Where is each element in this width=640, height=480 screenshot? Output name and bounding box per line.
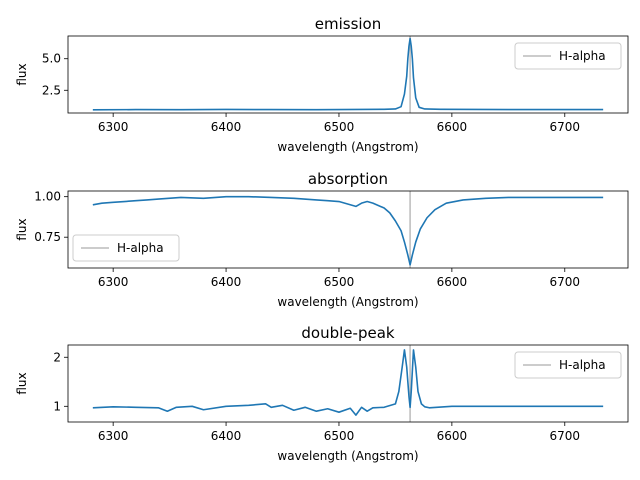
x-tick-label: 6700: [550, 429, 581, 443]
legend-label: H-alpha: [559, 358, 606, 372]
axes-frame: [67, 190, 629, 269]
subplot-title: double-peak: [301, 324, 394, 342]
subplot-absorption: absorption 6300 6400 6500 6600 6700 0.75 1.00 wa…: [15, 170, 629, 309]
y-tick-label: 2.5: [42, 83, 61, 97]
y-tick-label: 1: [53, 399, 61, 413]
x-tick-label: 6400: [211, 120, 242, 134]
y-tick-label: 1.00: [34, 190, 61, 204]
subplot-double-peak: double-peak 6300 6400 6500 6600 6700 1 2 wavelen…: [15, 324, 629, 463]
x-tick-label: 6300: [98, 275, 129, 289]
legend-box: [72, 234, 180, 262]
x-tick-label: 6600: [437, 120, 468, 134]
subplot-title: emission: [315, 15, 382, 33]
subplot-title: absorption: [308, 170, 388, 188]
y-axis-label: flux: [15, 63, 29, 85]
x-tick-label: 6600: [437, 275, 468, 289]
legend: H-alpha: [514, 42, 622, 70]
axes-frame: [67, 35, 629, 114]
subplot-emission: emission 6300 6400 6500 6600 6700 2.5 5.0 wavele…: [15, 15, 629, 154]
legend: H-alpha: [514, 351, 622, 379]
legend-label: H-alpha: [559, 49, 606, 63]
spectrum-series-line: [92, 37, 604, 111]
legend-label: H-alpha: [117, 241, 164, 255]
legend-box: [514, 351, 622, 379]
x-tick-label: 6500: [324, 120, 355, 134]
y-axis-label: flux: [15, 372, 29, 394]
x-tick-label: 6700: [550, 275, 581, 289]
y-tick-label: 5.0: [42, 52, 61, 66]
x-tick-label: 6300: [98, 120, 129, 134]
x-tick-label: 6400: [211, 429, 242, 443]
spectrum-series-line: [92, 349, 604, 416]
x-tick-label: 6400: [211, 275, 242, 289]
x-axis-label: wavelength (Angstrom): [277, 140, 418, 154]
spectrum-series-line: [92, 195, 604, 266]
legend: H-alpha: [72, 234, 180, 262]
axes-frame: [67, 344, 629, 423]
y-tick-label: 0.75: [34, 230, 61, 244]
x-tick-label: 6700: [550, 120, 581, 134]
x-tick-label: 6500: [324, 429, 355, 443]
x-tick-label: 6600: [437, 429, 468, 443]
x-tick-label: 6500: [324, 275, 355, 289]
y-axis-label: flux: [15, 218, 29, 240]
legend-box: [514, 42, 622, 70]
x-axis-label: wavelength (Angstrom): [277, 449, 418, 463]
x-tick-label: 6300: [98, 429, 129, 443]
x-axis-label: wavelength (Angstrom): [277, 295, 418, 309]
y-tick-label: 2: [53, 350, 61, 364]
